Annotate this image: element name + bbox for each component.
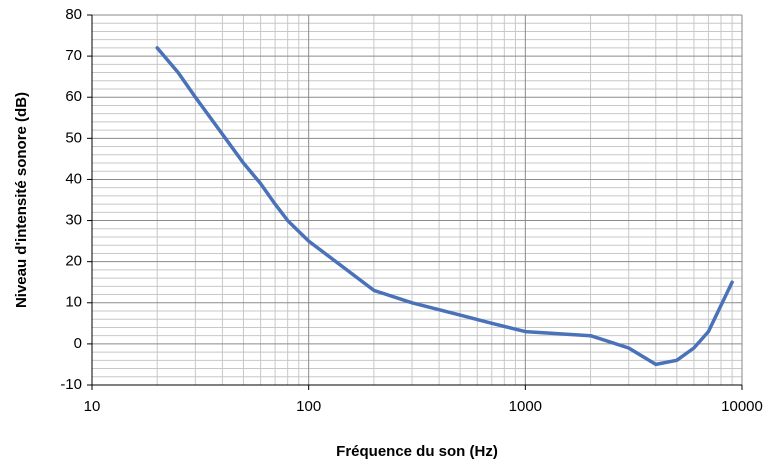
y-tick-label: 20 — [65, 253, 82, 270]
data-line — [155, 46, 734, 367]
y-tick-label: 70 — [65, 47, 82, 64]
x-tick-label: 10000 — [721, 398, 763, 415]
y-tick-label: 60 — [65, 88, 82, 105]
y-axis-title: Niveau d'intensité sonore (dB) — [13, 92, 30, 308]
y-tick-label: 0 — [74, 335, 82, 352]
y-tick-label: -10 — [60, 376, 82, 393]
x-tick-label: 1000 — [509, 398, 542, 415]
y-tick-label: 30 — [65, 212, 82, 229]
x-axis-title: Fréquence du son (Hz) — [336, 443, 498, 460]
y-tick-label: 50 — [65, 129, 82, 146]
y-tick-label: 40 — [65, 170, 82, 187]
y-tick-label: 80 — [65, 6, 82, 23]
x-tick-label: 10 — [84, 398, 101, 415]
y-tick-label: 10 — [65, 294, 82, 311]
x-tick-label: 100 — [296, 398, 321, 415]
